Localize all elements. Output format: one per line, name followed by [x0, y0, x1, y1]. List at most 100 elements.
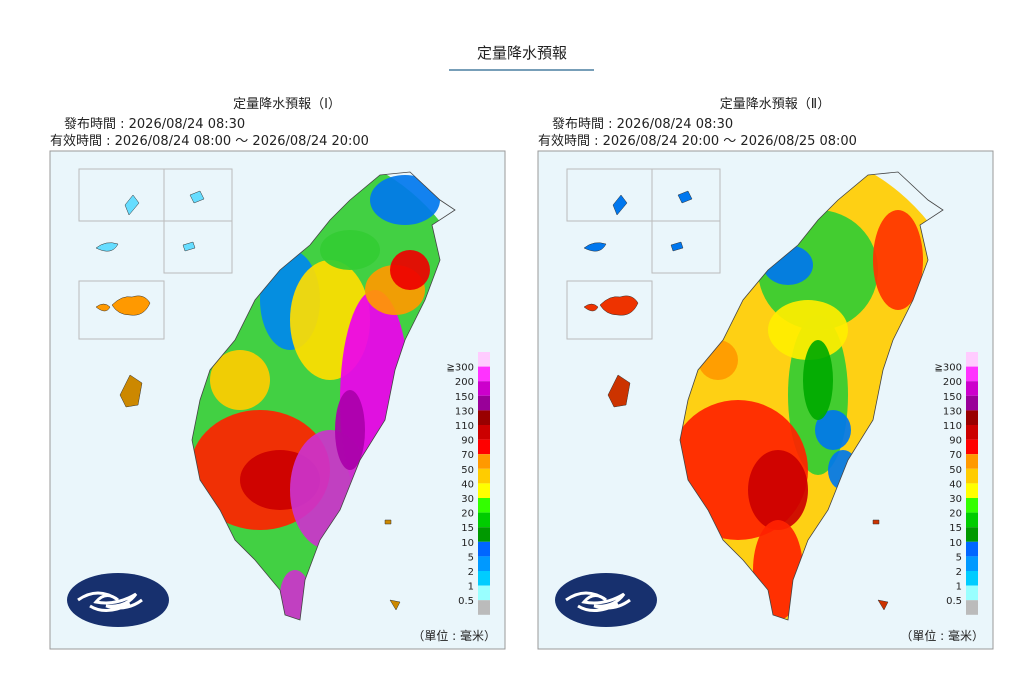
unit-label: （單位 : 毫米） [900, 628, 984, 643]
legend-swatch [478, 556, 490, 571]
legend-swatch [966, 556, 978, 571]
legend-label: 1 [468, 582, 474, 593]
legend-label: 70 [949, 450, 962, 461]
rain-area [803, 340, 833, 420]
legend-label: 200 [455, 377, 474, 388]
small-islands [607, 374, 889, 611]
page-title: 定量降水預報 [477, 44, 567, 62]
inset-box [78, 280, 165, 340]
legend-label: 150 [455, 392, 474, 403]
inset-box [566, 280, 653, 340]
legend-label: 1 [956, 582, 962, 593]
legend-swatch [478, 410, 490, 425]
valid-time: 有效時間 : 2026/08/24 20:00 ～ 2026/08/25 08:… [538, 134, 857, 149]
panel-title: 定量降水預報（Ⅱ） [720, 97, 830, 112]
penghu-islands [95, 295, 151, 316]
legend-swatch [966, 585, 978, 601]
legend-label: 20 [949, 509, 962, 520]
legend-label: 30 [949, 494, 962, 505]
unit-label: （單位 : 毫米） [412, 628, 496, 643]
legend-swatch [478, 527, 490, 542]
legend-swatch [478, 483, 490, 498]
legend-label: 5 [956, 552, 962, 563]
inset-box [651, 220, 721, 274]
rain-area [335, 390, 365, 470]
rain-area [210, 350, 270, 410]
legend-label: 2 [468, 567, 474, 578]
legend-swatch [966, 439, 978, 455]
legend-label: 40 [461, 479, 474, 490]
legend-label: ≧300 [935, 363, 962, 374]
legend-label: 150 [943, 392, 962, 403]
legend-swatch [478, 395, 490, 411]
legend-label: 50 [461, 465, 474, 476]
rain-area [748, 450, 808, 530]
inset-box [163, 220, 233, 274]
legend-label: 200 [943, 377, 962, 388]
legend-swatch [478, 498, 490, 513]
legend-swatch [478, 352, 490, 367]
legend-swatch [966, 541, 978, 557]
legend-swatch [478, 512, 490, 528]
kinmen-matsu [95, 190, 205, 252]
panel: 定量降水預報（Ⅰ） 發布時間 : 2026/08/24 08:30 有效時間 : 2… [49, 97, 506, 650]
logo-swirl [77, 591, 143, 612]
legend-label: 40 [949, 479, 962, 490]
valid-time: 有效時間 : 2026/08/24 08:00 ～ 2026/08/24 20:… [50, 134, 369, 149]
legend-label: 90 [949, 436, 962, 447]
legend-label: ≧300 [447, 363, 474, 374]
legend-swatch [966, 410, 978, 425]
legend-label: 130 [455, 406, 474, 417]
legend-swatch [966, 468, 978, 484]
legend-label: 110 [943, 421, 962, 432]
legend-swatch [478, 585, 490, 601]
legend-label: 10 [461, 538, 474, 549]
legend-swatch [478, 541, 490, 557]
legend-swatch [478, 454, 490, 469]
legend-label: 90 [461, 436, 474, 447]
legend-swatch [478, 381, 490, 396]
rain-area [370, 175, 440, 225]
small-islands [119, 374, 401, 611]
rain-area [815, 410, 851, 450]
penghu-islands [583, 295, 639, 316]
legend-swatch [478, 439, 490, 455]
legend-swatch [966, 512, 978, 528]
issued-time: 發布時間 : 2026/08/24 08:30 [64, 117, 245, 132]
panel-title: 定量降水預報（Ⅰ） [233, 97, 341, 112]
legend-swatch [966, 395, 978, 411]
legend-label: 10 [949, 538, 962, 549]
legend-swatch [966, 527, 978, 542]
legend-label: 130 [943, 406, 962, 417]
legend-label: 15 [461, 523, 474, 534]
logo-swirl [565, 591, 631, 612]
legend-swatch [966, 454, 978, 469]
legend-swatch [966, 352, 978, 367]
legend-swatch [966, 498, 978, 513]
rain-area [320, 230, 380, 270]
legend-label: 50 [949, 465, 962, 476]
legend-swatch [966, 600, 978, 615]
issued-time: 發布時間 : 2026/08/24 08:30 [552, 117, 733, 132]
legend-label: 2 [956, 567, 962, 578]
legend-swatch [478, 571, 490, 586]
rain-area [873, 210, 923, 310]
legend-swatch [478, 366, 490, 382]
legend-label: 0.5 [946, 596, 962, 607]
legend-swatch [966, 425, 978, 440]
legend-swatch [478, 425, 490, 440]
legend-swatch [966, 483, 978, 498]
rain-area [768, 300, 848, 360]
legend-label: 15 [949, 523, 962, 534]
legend-label: 20 [461, 509, 474, 520]
panel: 定量降水預報（Ⅱ） 發布時間 : 2026/08/24 08:30 有效時間 : 2… [537, 97, 994, 650]
legend-label: 70 [461, 450, 474, 461]
legend-swatch [966, 366, 978, 382]
legend-swatch [966, 571, 978, 586]
legend-swatch [966, 381, 978, 396]
legend-label: 0.5 [458, 596, 474, 607]
kinmen-matsu [583, 190, 693, 252]
rain-area [390, 250, 430, 290]
